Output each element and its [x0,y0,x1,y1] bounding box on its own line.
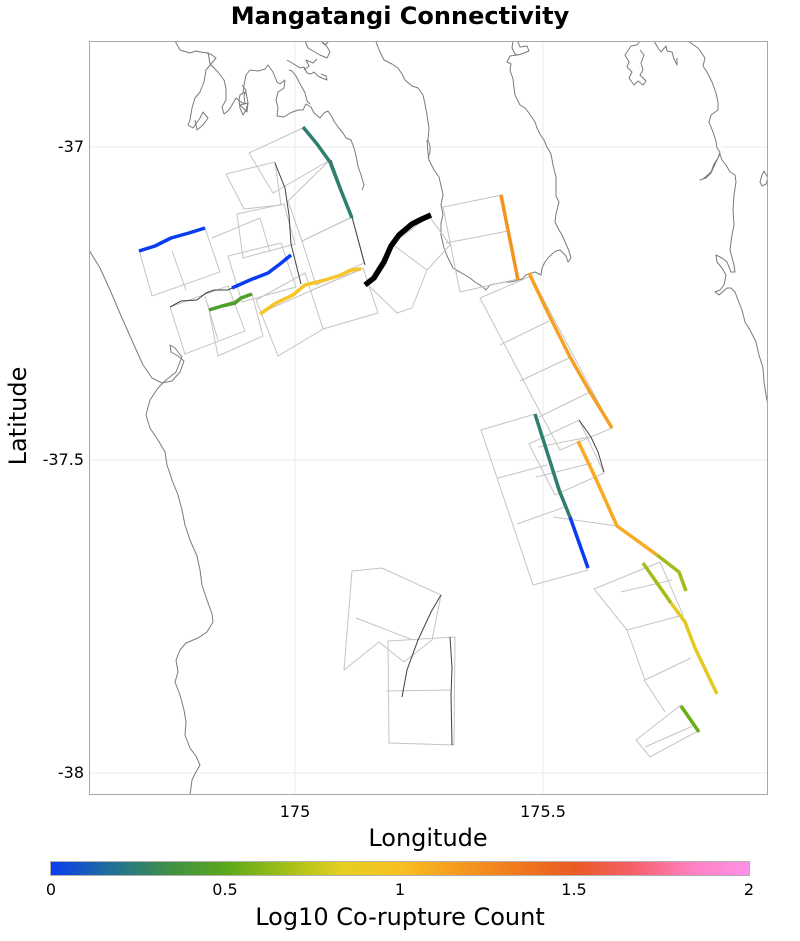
fault-patch-outline [445,230,509,244]
coastline [89,249,214,795]
fault-patch-outline [593,561,684,631]
unruptured-fault-trace [401,594,442,698]
co-rupture-fault-trace [231,253,293,290]
colorbar-tick: 2 [743,880,755,899]
colorbar-tick: 0.5 [212,880,238,899]
coastline [440,214,546,291]
fault-patch-outline [169,285,246,355]
coastline [174,41,217,131]
co-rupture-fault-traces [138,125,719,733]
fault-patch-outline [519,357,570,382]
fault-patch-outline [552,516,618,527]
co-rupture-fault-trace [533,413,572,518]
colorbar-tick: 1.5 [561,880,587,899]
fault-patch-outline [538,391,591,418]
fault-patch-outline [528,419,605,496]
fault-patch-outline [499,320,550,346]
co-rupture-fault-trace [679,705,701,733]
unruptured-fault-trace [449,636,453,746]
co-rupture-fault-trace [669,601,719,695]
fault-patch-outline [236,203,296,259]
plot-frame [89,41,768,795]
fault-patch-outline [516,506,566,525]
plot-background [89,41,768,795]
fault-patch-outline [259,267,379,330]
fault-patch-outline [355,617,414,641]
x-tick-label: 175 [279,802,311,821]
fault-patch-outline [211,217,271,253]
coastline [426,139,444,216]
colorbar-tick: 1 [394,880,406,899]
coastline [511,41,530,56]
coastline [238,91,249,116]
colorbar [50,861,750,876]
grid-lines [89,41,768,795]
coastline-layer [89,41,768,795]
coastline [304,41,331,59]
fault-patch-outline [387,636,456,746]
y-tick-label: -37.5 [42,450,84,469]
colorbar-label: Log10 Co-rupture Count [255,903,545,931]
y-axis-label: Latitude [4,366,32,466]
fault-patch-outline [626,629,692,681]
coastline [653,41,678,66]
fault-patch-outline [391,215,451,271]
fault-patch-outline [535,462,593,478]
fault-patch-outline [311,269,361,291]
y-tick-label: -37 [57,137,84,156]
unruptured-fault-trace [274,162,302,285]
co-rupture-fault-trace [301,125,354,219]
y-tick-label: -38 [57,763,84,782]
co-rupture-fault-trace [208,292,253,312]
source-fault-trace [363,212,433,288]
co-rupture-fault-trace [138,226,206,253]
coastline [759,170,768,187]
fault-patch-outline [480,413,589,586]
co-rupture-fault-trace [576,440,659,557]
co-rupture-fault-trace [259,267,362,316]
chart-title: Mangatangi Connectivity [230,2,570,30]
fault-patch-outline [343,567,442,672]
co-rupture-fault-trace [527,272,614,429]
fault-patch-outline [171,250,187,291]
coastline [375,41,431,159]
fault-patch-outline [385,689,451,692]
coastline [687,41,768,406]
fault-patch-outline [643,679,666,713]
co-rupture-fault-trace [655,553,688,592]
x-axis-label: Longitude [368,824,488,852]
fault-patch-outline [497,464,548,479]
co-rupture-fault-trace [568,516,590,569]
coastline [624,41,647,86]
x-tick-label: 175.5 [520,802,566,821]
unruptured-fault-trace [169,287,233,308]
fault-patch-outline [620,579,673,593]
co-rupture-fault-trace [499,194,520,281]
colorbar-tick: 0 [45,880,57,899]
fault-patch-outline [204,295,219,341]
coastline [207,51,247,115]
coastline [288,69,311,105]
coastline [239,102,249,113]
fault-patch-outline [644,724,696,748]
coastline [242,64,365,191]
co-rupture-fault-trace [641,561,673,605]
coastline [303,58,318,71]
unruptured-fault-trace [578,419,605,473]
coastline [286,59,328,81]
coastline [506,54,572,263]
